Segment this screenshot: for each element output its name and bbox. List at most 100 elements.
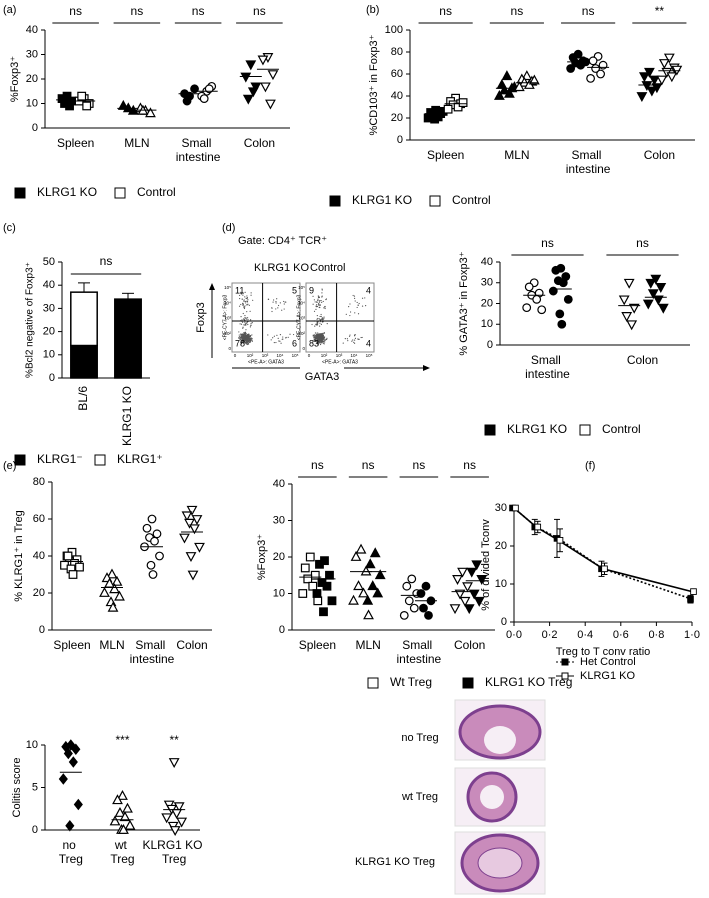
y-tick-label: 40 [33, 550, 45, 562]
histology: no Treg wt Treg KLRG1 KO Treg [355, 699, 546, 895]
data-point [430, 114, 440, 124]
data-point [63, 551, 73, 561]
flow-event [322, 338, 324, 340]
flow-event [250, 340, 252, 342]
flow-event [247, 336, 250, 338]
flow-event [238, 336, 241, 338]
flow-event [353, 341, 355, 343]
flow-event [323, 337, 326, 339]
flow-event [247, 318, 249, 321]
flow-event [313, 310, 316, 312]
flow-event [243, 324, 245, 326]
axis-label: Foxp3 [195, 302, 207, 333]
data-point [250, 82, 262, 93]
flow-event [280, 342, 282, 344]
flow-event [319, 306, 321, 309]
x-tick-label: 10⁴ [351, 353, 358, 358]
data-point [150, 536, 159, 546]
legend-label: KLRG1 KO [37, 185, 97, 199]
flow-event [318, 300, 320, 302]
flow-event [238, 305, 241, 307]
data-point [119, 811, 131, 822]
flow-event [245, 335, 247, 337]
flow-event [241, 340, 244, 342]
flow-event [326, 322, 328, 325]
flow-event [243, 337, 245, 340]
flow-event [244, 336, 246, 338]
flow-event [272, 301, 274, 303]
data-point [651, 83, 663, 94]
plot-title: KLRG1 KO [254, 262, 309, 274]
flow-event [357, 313, 360, 315]
legend-swatch [94, 454, 106, 466]
data-point [557, 319, 567, 329]
flow-event [321, 334, 323, 337]
flow-event [314, 301, 316, 303]
data-point [626, 320, 638, 331]
data-point [657, 303, 669, 314]
flow-event [244, 317, 246, 319]
data-point [372, 587, 384, 598]
flow-event [319, 315, 321, 318]
panel-label: (a) [3, 4, 16, 16]
data-point [452, 574, 463, 585]
flow-event [275, 302, 277, 304]
flow-event [318, 301, 321, 303]
y-axis-label: %Foxp3⁺ [9, 56, 21, 102]
flow-event [267, 298, 269, 300]
label-gap [300, 365, 344, 371]
data-point [621, 312, 633, 323]
y-tick-label: 0 [397, 134, 403, 146]
flow-event [248, 337, 250, 340]
x-tick-label: no Treg [59, 838, 83, 866]
flow-event [249, 336, 251, 338]
flow-event [240, 293, 242, 295]
y-tick-label: 10² [298, 331, 305, 336]
data-point [652, 295, 664, 306]
flow-event [319, 322, 321, 324]
flow-event [247, 303, 249, 305]
data-point [142, 523, 152, 533]
data-point [399, 611, 409, 620]
flow-event [251, 322, 253, 324]
x-tick-label: MLN [124, 136, 149, 150]
data-point [524, 282, 534, 292]
flow-event [342, 342, 344, 344]
data-point [111, 575, 123, 586]
flow-event [271, 310, 273, 313]
flow-event [240, 343, 243, 345]
flow-event [246, 336, 248, 338]
y-tick-label: 50 [43, 256, 55, 268]
flow-event [324, 306, 326, 308]
significance: ns [131, 4, 144, 18]
y-tick-label: 10 [495, 578, 507, 590]
text-line: intestine [566, 162, 611, 176]
flow-event [320, 315, 322, 318]
significance: ns [439, 4, 452, 18]
legend-swatch [484, 424, 496, 436]
data-point [563, 294, 573, 304]
flow-event [320, 342, 322, 344]
flow-event [320, 318, 323, 320]
flow-event [316, 336, 318, 338]
flow-event [322, 300, 324, 303]
flow-event [345, 313, 347, 315]
y-tick-label: 30 [481, 277, 493, 289]
flow-event [319, 318, 321, 321]
flow-event [240, 323, 243, 325]
x-tick-label: Colon [244, 136, 275, 150]
flow-event [320, 299, 322, 302]
flow-event [241, 298, 243, 300]
flow-event [325, 338, 327, 340]
flow-event [318, 325, 321, 327]
flow-event [250, 294, 252, 296]
y-tick-label: 0 [302, 346, 305, 351]
flow-event [246, 298, 248, 300]
data-point [109, 815, 121, 826]
plot-y-label: <PE-CY7-A>: Foxp3 [222, 294, 228, 340]
data-point [298, 589, 308, 598]
data-point [363, 609, 374, 620]
legend-label: Het Control [580, 656, 636, 668]
flow-event [243, 333, 245, 335]
legend-swatch [429, 195, 441, 207]
